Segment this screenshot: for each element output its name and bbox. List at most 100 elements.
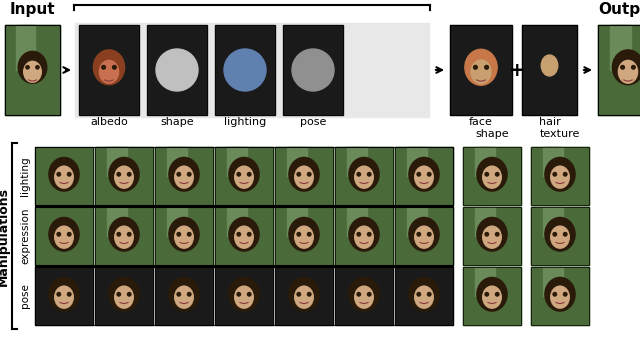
Circle shape [367, 233, 371, 236]
Bar [353, 147, 361, 176]
Bar [463, 267, 521, 325]
Text: shape: shape [160, 117, 194, 127]
Bar [215, 207, 273, 265]
Ellipse shape [175, 286, 193, 308]
Ellipse shape [49, 157, 79, 191]
Bar [548, 207, 557, 236]
Bar [475, 207, 483, 236]
Bar [418, 147, 427, 176]
Ellipse shape [175, 226, 193, 248]
Circle shape [156, 49, 198, 91]
Bar [412, 207, 421, 236]
Bar [95, 207, 153, 265]
Circle shape [417, 233, 420, 236]
Ellipse shape [93, 50, 125, 85]
Bar [155, 147, 213, 205]
Bar [395, 207, 453, 265]
Ellipse shape [175, 166, 193, 188]
Ellipse shape [115, 166, 133, 188]
Text: Manipulations: Manipulations [0, 187, 10, 285]
Ellipse shape [289, 277, 319, 311]
Ellipse shape [612, 50, 640, 85]
Bar [178, 147, 187, 176]
Bar [166, 147, 175, 176]
Bar [522, 25, 577, 115]
Circle shape [357, 233, 360, 236]
Ellipse shape [55, 226, 73, 248]
Bar [283, 25, 343, 115]
Bar [232, 147, 241, 176]
Circle shape [553, 173, 557, 176]
Ellipse shape [465, 49, 497, 85]
Circle shape [485, 233, 488, 236]
Bar [395, 147, 453, 205]
Circle shape [485, 293, 488, 296]
Bar [215, 207, 273, 265]
Circle shape [297, 173, 301, 176]
Ellipse shape [550, 226, 570, 248]
Text: Output: Output [598, 2, 640, 17]
Circle shape [248, 233, 251, 236]
Circle shape [188, 173, 191, 176]
Ellipse shape [169, 277, 199, 311]
Circle shape [367, 173, 371, 176]
Text: albedo: albedo [90, 117, 128, 127]
Bar [275, 207, 333, 265]
Bar [406, 207, 415, 236]
Bar [335, 267, 393, 325]
Text: +: + [509, 60, 525, 80]
Text: lighting: lighting [20, 156, 30, 196]
Bar [35, 207, 93, 265]
Bar [616, 25, 625, 70]
Bar [486, 267, 495, 296]
Ellipse shape [483, 166, 501, 188]
Ellipse shape [477, 277, 507, 311]
Circle shape [297, 233, 301, 236]
Text: Reconstruction: Reconstruction [187, 0, 317, 2]
Bar [35, 267, 93, 325]
Ellipse shape [99, 60, 118, 83]
Ellipse shape [355, 286, 373, 308]
Bar [275, 147, 333, 205]
Bar [554, 147, 563, 176]
Bar [283, 25, 343, 115]
Bar [463, 267, 521, 325]
Circle shape [57, 293, 61, 296]
Ellipse shape [295, 286, 314, 308]
Bar [79, 25, 139, 115]
Ellipse shape [55, 166, 73, 188]
Bar [463, 147, 521, 205]
Bar [395, 207, 453, 265]
Bar [531, 207, 589, 265]
Bar [95, 147, 153, 205]
Bar [155, 147, 213, 205]
Bar [395, 147, 453, 205]
Circle shape [57, 173, 61, 176]
Bar [531, 147, 589, 205]
Circle shape [297, 293, 301, 296]
Ellipse shape [550, 286, 570, 308]
Bar [543, 147, 551, 176]
Circle shape [428, 233, 431, 236]
Bar [463, 267, 521, 325]
Bar [622, 25, 631, 70]
Bar [395, 147, 453, 205]
Text: face: face [469, 117, 493, 127]
Text: hair: hair [539, 117, 561, 127]
Ellipse shape [295, 226, 314, 248]
Circle shape [428, 173, 431, 176]
Circle shape [67, 293, 71, 296]
Bar [113, 147, 121, 176]
Bar [335, 207, 393, 265]
Text: pose: pose [20, 284, 30, 308]
Bar [335, 267, 393, 325]
Ellipse shape [541, 55, 557, 76]
Bar [287, 207, 295, 236]
Circle shape [563, 173, 567, 176]
Bar [107, 147, 115, 176]
Bar [215, 25, 275, 115]
Bar [155, 267, 213, 325]
Bar [16, 25, 24, 70]
Bar [172, 207, 181, 236]
Bar [335, 207, 393, 265]
